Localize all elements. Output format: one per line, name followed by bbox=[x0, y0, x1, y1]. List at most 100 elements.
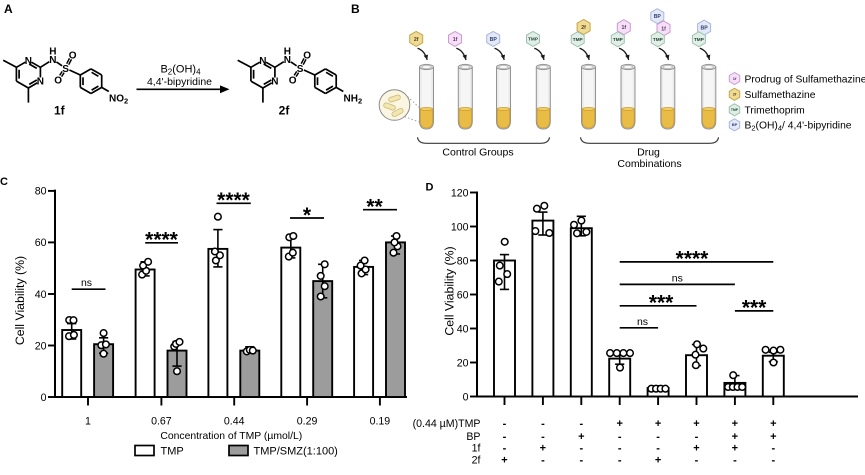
svg-text:H: H bbox=[49, 47, 56, 58]
svg-text:+: + bbox=[616, 418, 622, 430]
svg-text:BP: BP bbox=[490, 37, 498, 43]
svg-text:-: - bbox=[503, 442, 507, 454]
svg-text:2f: 2f bbox=[472, 454, 481, 466]
svg-text:+: + bbox=[693, 418, 699, 430]
svg-text:**: ** bbox=[366, 196, 383, 219]
svg-text:Sulfamethazine: Sulfamethazine bbox=[745, 90, 816, 101]
svg-text:BP: BP bbox=[732, 122, 738, 127]
svg-text:-: - bbox=[695, 454, 699, 466]
svg-text:TMP: TMP bbox=[528, 37, 538, 42]
svg-text:2f: 2f bbox=[581, 25, 586, 31]
svg-text:-: - bbox=[541, 431, 545, 443]
svg-text:A: A bbox=[4, 2, 13, 16]
svg-text:1f: 1f bbox=[661, 26, 666, 32]
svg-text:TMP/SMZ(1:100): TMP/SMZ(1:100) bbox=[254, 446, 338, 458]
svg-text:Trimethoprim: Trimethoprim bbox=[745, 106, 805, 117]
svg-text:20: 20 bbox=[457, 357, 469, 369]
svg-text:-: - bbox=[541, 454, 545, 466]
svg-text:-: - bbox=[771, 442, 775, 454]
svg-text:TMP: TMP bbox=[613, 37, 623, 42]
svg-text:TMP: TMP bbox=[573, 37, 583, 42]
svg-text:N: N bbox=[49, 55, 56, 66]
svg-text:O: O bbox=[54, 75, 62, 86]
svg-text:1f: 1f bbox=[54, 104, 66, 118]
svg-text:4,4'-bipyridine: 4,4'-bipyridine bbox=[147, 76, 212, 88]
svg-text:0: 0 bbox=[41, 392, 47, 404]
svg-text:N: N bbox=[284, 55, 291, 66]
svg-text:1f: 1f bbox=[733, 76, 737, 81]
svg-text:O: O bbox=[303, 50, 311, 61]
svg-text:N: N bbox=[37, 77, 44, 88]
svg-text:60: 60 bbox=[457, 289, 469, 301]
svg-text:+: + bbox=[655, 454, 661, 466]
svg-text:1f: 1f bbox=[621, 25, 626, 31]
svg-text:20: 20 bbox=[35, 340, 47, 352]
svg-text:B2(OH)4/ 4,4'-bipyridine: B2(OH)4/ 4,4'-bipyridine bbox=[745, 121, 852, 133]
svg-text:80: 80 bbox=[35, 186, 47, 198]
svg-text:O: O bbox=[289, 75, 297, 86]
svg-text:1f: 1f bbox=[453, 37, 458, 43]
svg-text:-: - bbox=[618, 442, 622, 454]
svg-text:-: - bbox=[656, 431, 660, 443]
svg-text:-: - bbox=[579, 454, 583, 466]
svg-text:TMP: TMP bbox=[653, 37, 663, 42]
svg-text:+: + bbox=[578, 431, 584, 443]
svg-text:TMP: TMP bbox=[694, 37, 704, 42]
svg-text:+: + bbox=[732, 431, 738, 443]
svg-text:BP: BP bbox=[700, 26, 708, 32]
svg-text:2f: 2f bbox=[733, 92, 737, 97]
svg-text:****: **** bbox=[676, 248, 710, 271]
svg-text:TMP: TMP bbox=[731, 108, 739, 112]
svg-text:-: - bbox=[695, 431, 699, 443]
svg-text:(0.44 µM)TMP: (0.44 µM)TMP bbox=[413, 418, 481, 430]
svg-text:1: 1 bbox=[85, 416, 91, 428]
svg-text:N: N bbox=[271, 77, 278, 88]
svg-text:Prodrug of Sulfamethazine: Prodrug of Sulfamethazine bbox=[745, 74, 865, 85]
svg-text:-: - bbox=[656, 442, 660, 454]
svg-text:*: * bbox=[303, 204, 312, 227]
svg-text:-: - bbox=[618, 454, 622, 466]
svg-text:D: D bbox=[426, 182, 434, 194]
svg-text:***: *** bbox=[649, 292, 674, 315]
svg-text:C: C bbox=[0, 176, 8, 188]
svg-text:0.19: 0.19 bbox=[370, 416, 391, 428]
svg-text:-: - bbox=[733, 454, 737, 466]
svg-text:B2(OH)4: B2(OH)4 bbox=[160, 64, 201, 77]
svg-text:+: + bbox=[770, 418, 776, 430]
svg-text:Cell Viability (%): Cell Viability (%) bbox=[442, 246, 456, 335]
svg-text:NH2: NH2 bbox=[344, 93, 363, 105]
svg-text:ns: ns bbox=[81, 277, 92, 289]
svg-text:+: + bbox=[732, 442, 738, 454]
svg-text:-: - bbox=[579, 418, 583, 430]
svg-text:+: + bbox=[732, 418, 738, 430]
svg-text:-: - bbox=[503, 418, 507, 430]
svg-text:TMP: TMP bbox=[161, 446, 184, 458]
svg-text:60: 60 bbox=[35, 237, 47, 249]
svg-text:-: - bbox=[771, 454, 775, 466]
svg-text:S: S bbox=[62, 64, 69, 75]
svg-text:Combinations: Combinations bbox=[617, 158, 681, 170]
svg-text:Cell Viability (%): Cell Viability (%) bbox=[13, 256, 27, 345]
svg-text:0: 0 bbox=[463, 391, 469, 403]
svg-text:+: + bbox=[540, 442, 546, 454]
svg-text:NO2: NO2 bbox=[109, 93, 128, 105]
svg-text:N: N bbox=[259, 56, 266, 67]
svg-text:+: + bbox=[693, 442, 699, 454]
svg-text:****: **** bbox=[217, 189, 251, 212]
svg-text:ns: ns bbox=[672, 272, 683, 284]
svg-text:-: - bbox=[503, 431, 507, 443]
svg-text:1f: 1f bbox=[472, 442, 481, 454]
svg-text:BP: BP bbox=[654, 14, 662, 20]
svg-text:***: *** bbox=[742, 297, 767, 320]
svg-text:N: N bbox=[25, 56, 32, 67]
svg-text:-: - bbox=[541, 418, 545, 430]
svg-text:Concentration of TMP (µmol/L): Concentration of TMP (µmol/L) bbox=[160, 431, 302, 442]
svg-text:H: H bbox=[284, 47, 291, 58]
svg-text:B: B bbox=[351, 2, 360, 16]
svg-text:-: - bbox=[579, 442, 583, 454]
svg-text:O: O bbox=[69, 50, 77, 61]
svg-text:-: - bbox=[618, 431, 622, 443]
svg-text:ns: ns bbox=[637, 316, 648, 328]
svg-text:0.29: 0.29 bbox=[297, 416, 318, 428]
svg-text:2f: 2f bbox=[414, 37, 419, 43]
